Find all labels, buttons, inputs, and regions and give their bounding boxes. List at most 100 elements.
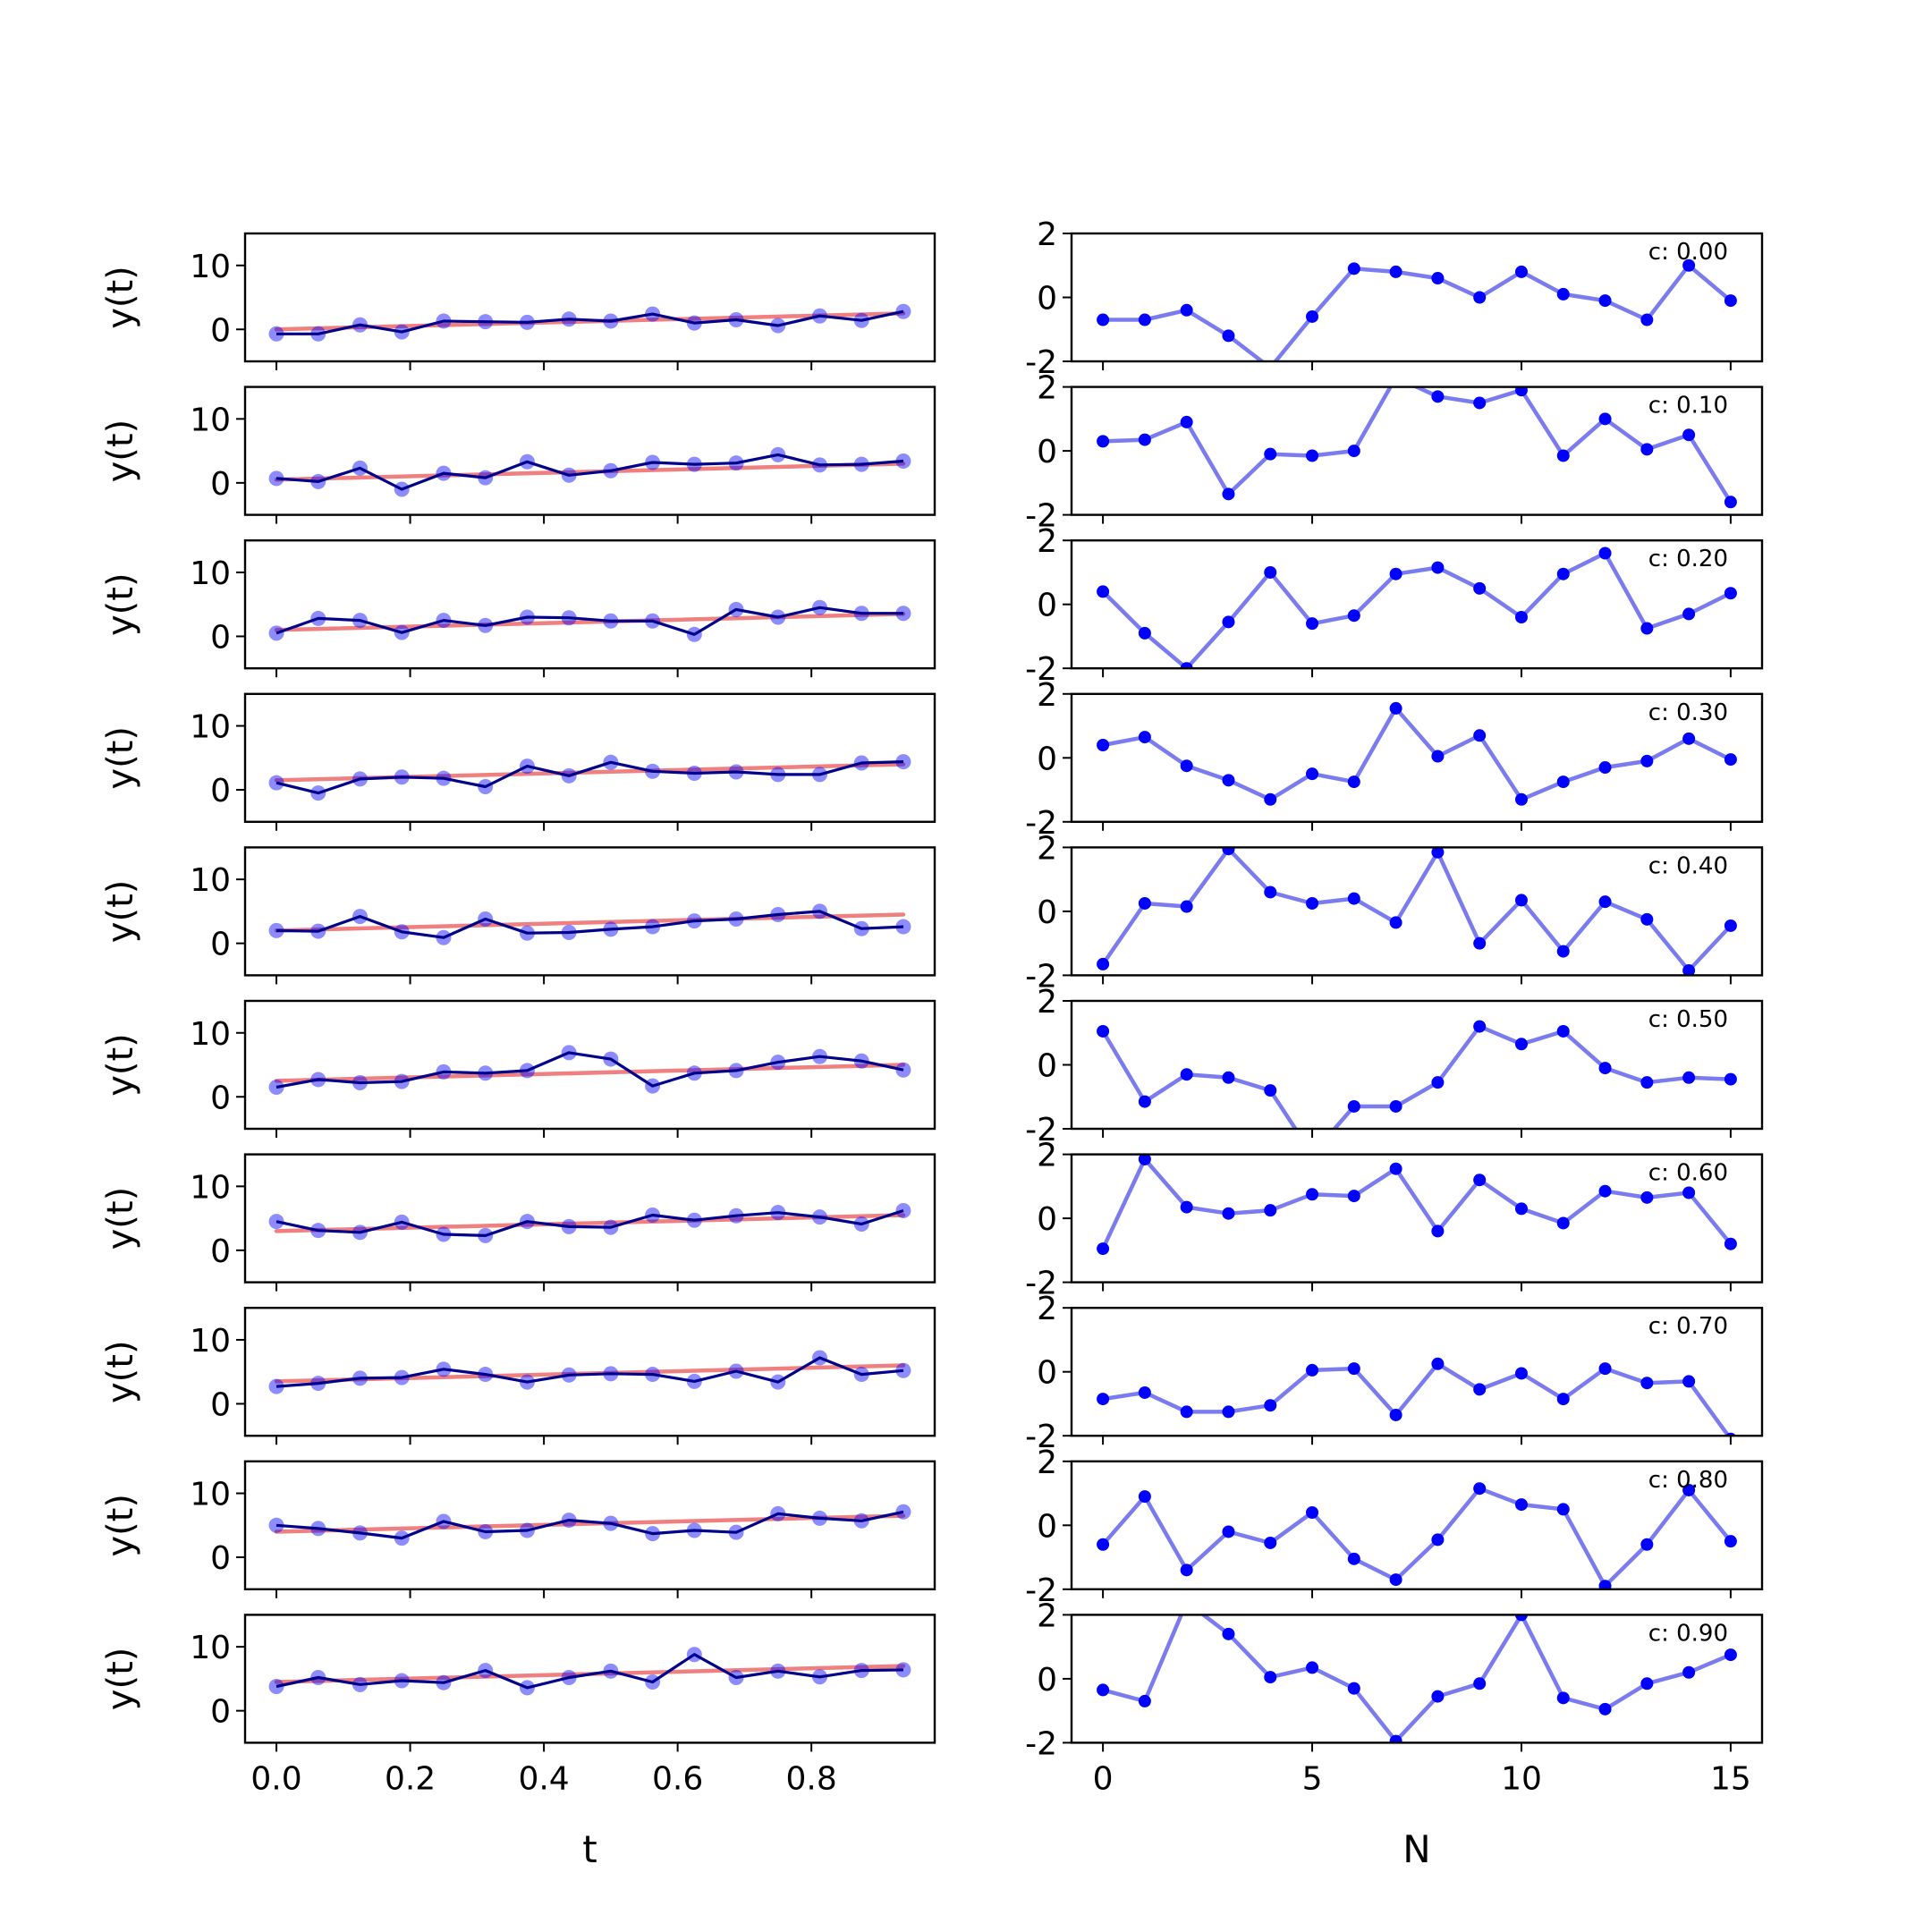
data-point [1640, 1677, 1654, 1690]
series-line [1101, 1486, 1733, 1589]
y-tick-label: 0 [210, 466, 231, 503]
y-tick-label: 10 [190, 1016, 231, 1053]
left-subplot-8: 0 10 y(t) [100, 1460, 936, 1598]
data-point [1097, 1683, 1110, 1697]
data-point [1347, 775, 1360, 789]
data-point [1514, 1367, 1528, 1380]
y-axis-label: y(t) [100, 880, 141, 944]
coefficient-label: c: 0.80 [1648, 1467, 1728, 1494]
data-point [1180, 900, 1193, 913]
data-point [1682, 428, 1696, 442]
data-point [1097, 585, 1110, 598]
coefficient-label: c: 0.30 [1648, 699, 1728, 726]
data-point [1514, 1038, 1528, 1051]
x-tick-label: 0.0 [250, 1760, 301, 1797]
data-point [1598, 294, 1612, 308]
y-tick-label: 2 [1037, 1445, 1057, 1481]
right-plot-area-0 [1097, 258, 1737, 361]
y-tick-label: 0 [210, 1386, 231, 1423]
series-line [1102, 1361, 1732, 1436]
data-point [1640, 912, 1654, 926]
data-point [1598, 1580, 1612, 1589]
right-subplot-1: c: 0.10 -2 0 2 [1025, 370, 1764, 535]
y-tick-label: 10 [190, 862, 231, 899]
data-point [1097, 739, 1110, 751]
data-point [1389, 567, 1402, 580]
data-point [1431, 1224, 1445, 1238]
data-point [1431, 1357, 1445, 1370]
data-point [1347, 1099, 1360, 1113]
data-point [1724, 919, 1737, 932]
y-tick-label: -2 [1025, 958, 1057, 995]
data-point [1640, 313, 1654, 326]
data-point [1264, 886, 1277, 899]
left-subplot-9: 0 10 y(t) [100, 1614, 936, 1752]
data-point [1640, 622, 1654, 635]
coefficient-label: c: 0.40 [1648, 852, 1728, 879]
y-tick-label: 0 [210, 1540, 231, 1577]
y-tick-label: 10 [190, 709, 231, 746]
data-point [1347, 892, 1360, 905]
left-axes-frame [243, 539, 936, 670]
data-point [1389, 916, 1402, 929]
data-point [1138, 313, 1151, 326]
left-axes-frame [243, 999, 936, 1131]
data-point [1473, 729, 1487, 742]
data-point [1222, 1207, 1235, 1220]
left-plot-area-3 [268, 754, 911, 801]
data-point [1473, 291, 1487, 304]
left-x-axis-label: t [582, 1827, 597, 1871]
data-point [1556, 449, 1570, 462]
data-point [1389, 1099, 1402, 1113]
data-point [1682, 1665, 1696, 1679]
right-subplot-0: c: 0.00 -2 0 2 [1025, 216, 1764, 381]
y-tick-label: 10 [190, 249, 231, 285]
series-line [275, 1510, 904, 1540]
data-point [1556, 1393, 1570, 1406]
data-point [1222, 1525, 1235, 1538]
coefficient-label: c: 0.20 [1648, 546, 1728, 572]
data-point [1473, 396, 1487, 410]
series-line [275, 606, 903, 636]
series-line [1101, 1024, 1731, 1129]
left-plot-area-6 [268, 1203, 911, 1243]
series-line [275, 1208, 904, 1238]
data-point [1306, 767, 1319, 781]
data-point [1598, 895, 1612, 909]
y-tick-label: 0 [210, 773, 231, 809]
left-subplot-4: 0 10 y(t) [100, 846, 936, 985]
left-axes-frame [243, 1614, 936, 1744]
data-point [1682, 732, 1696, 745]
data-point [1222, 774, 1235, 787]
right-plot-area-9 [1097, 1614, 1737, 1743]
right-plot-area-8 [1097, 1482, 1737, 1589]
data-point [1222, 1627, 1235, 1640]
y-tick-label: 10 [190, 402, 231, 438]
left-subplot-6: 0 10 y(t) [100, 1153, 936, 1292]
series-line [1101, 847, 1733, 973]
left-axes-frame [243, 692, 936, 823]
data-point [1514, 386, 1528, 397]
y-tick-label: -2 [1025, 1112, 1057, 1148]
left-plot-area-8 [268, 1504, 911, 1546]
data-point [1138, 626, 1151, 640]
left-subplot-7: 0 10 y(t) [100, 1306, 936, 1445]
data-point [1264, 565, 1277, 579]
y-tick-label: 0 [210, 312, 231, 349]
data-point [1180, 1200, 1193, 1214]
y-tick-label: -2 [1025, 1266, 1057, 1302]
coefficient-label: c: 0.60 [1648, 1160, 1728, 1187]
data-point [1180, 415, 1193, 428]
data-point [1682, 258, 1696, 272]
data-point [1306, 1363, 1319, 1377]
data-point [1473, 1383, 1487, 1396]
data-point [1473, 1174, 1487, 1187]
data-point [1138, 433, 1151, 446]
data-point [1264, 1536, 1277, 1549]
data-point [1180, 759, 1193, 773]
data-point [1556, 945, 1570, 958]
right-subplot-5: c: 0.50 -2 0 2 [1025, 984, 1764, 1148]
data-point [1347, 445, 1360, 458]
y-tick-label: -2 [1025, 651, 1057, 688]
data-point [1138, 1385, 1151, 1399]
